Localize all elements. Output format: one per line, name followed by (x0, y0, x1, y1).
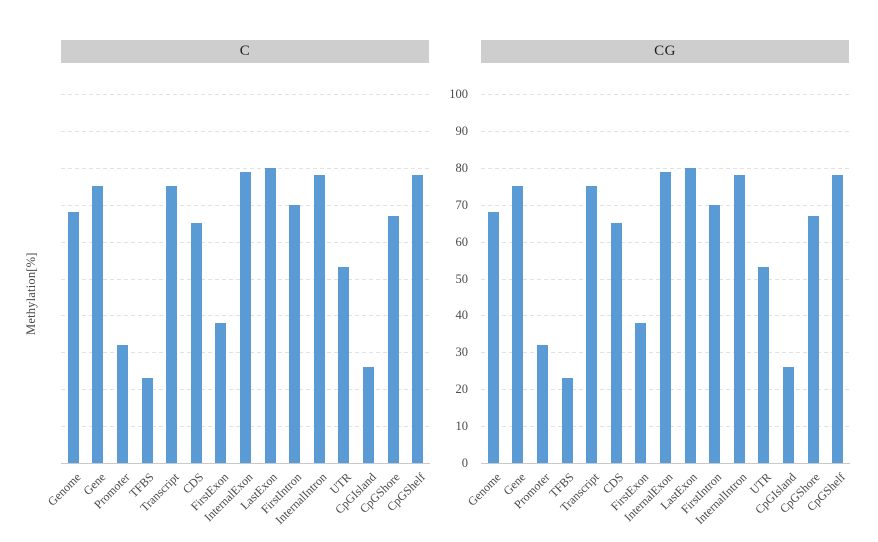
bar-firstintron (289, 204, 301, 463)
bar-cpgisland (783, 367, 794, 463)
bar-cpgshelf (412, 175, 424, 463)
y-axis-tick-label: 60 (455, 234, 469, 249)
panel-cg-plot-area (481, 94, 850, 464)
panel-cg-x-axis-labels: Genome Gene Promoter TFBS Transcript CDS First… (465, 470, 850, 542)
bar-cpgshelf (832, 175, 844, 463)
bar-utr (758, 267, 770, 463)
bar-genome (67, 212, 79, 463)
bar-transcript (166, 186, 178, 463)
bar-internalexon (240, 171, 251, 463)
bar-tfbs (561, 378, 573, 463)
bar-cpgshore (387, 215, 399, 463)
panel-cg: CG Genome Gene Promoter TFBS Transcript CDS Fi… (465, 40, 850, 542)
gridline (61, 94, 430, 95)
bar-gene (512, 186, 524, 463)
y-axis-tick-label: 0 (461, 456, 468, 470)
y-axis-tick-label: 20 (455, 382, 469, 397)
x-axis-label: Genome (464, 470, 504, 509)
gridline (481, 94, 850, 95)
y-axis-tick-label: 30 (455, 345, 469, 360)
bar-transcript (586, 186, 598, 463)
bar-firstintron (709, 204, 721, 463)
gridline (481, 167, 850, 169)
bar-utr (338, 267, 350, 463)
bar-promoter (117, 344, 128, 463)
bar-cds (610, 223, 622, 463)
bar-internalintron (313, 175, 325, 463)
bar-lastexon (684, 167, 696, 463)
bar-promoter (537, 344, 548, 463)
gridline (481, 130, 850, 132)
y-axis-tick-label: 80 (455, 160, 469, 175)
y-axis-tick-label: 40 (455, 308, 469, 323)
y-axis-title: Methylation[%] (24, 252, 38, 336)
bar-genome (487, 212, 499, 463)
x-axis-label: Genome (44, 470, 84, 509)
panel-c-x-axis-labels: Genome Gene Promoter TFBS Transcript CDS First… (45, 470, 430, 542)
bar-gene (92, 186, 104, 463)
panel-c-title: C (61, 40, 429, 63)
panel-cg-title: CG (481, 40, 849, 63)
bar-tfbs (141, 378, 153, 463)
bar-firstexon (635, 322, 647, 463)
bar-internalintron (733, 175, 745, 463)
bar-cpgisland (363, 367, 374, 463)
y-axis-tick-label: 90 (455, 123, 469, 138)
gridline (61, 167, 430, 169)
y-axis-tick-label: 100 (449, 87, 468, 101)
y-axis-tick-label: 10 (455, 419, 469, 434)
panel-c-plot-area (61, 94, 430, 464)
bar-cds (190, 223, 202, 463)
y-axis-tick-label: 70 (455, 197, 469, 212)
bar-lastexon (264, 167, 276, 463)
bar-firstexon (215, 322, 227, 463)
bar-cpgshore (807, 215, 819, 463)
y-axis-tick-label: 50 (455, 271, 469, 286)
panel-c: C Genome Gene Promoter TFBS Transcript CDS Fir… (45, 40, 430, 542)
bar-internalexon (660, 171, 671, 463)
gridline (61, 130, 430, 132)
